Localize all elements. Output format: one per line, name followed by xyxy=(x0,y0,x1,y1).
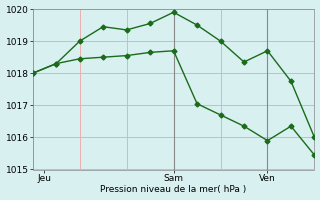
X-axis label: Pression niveau de la mer( hPa ): Pression niveau de la mer( hPa ) xyxy=(100,185,247,194)
